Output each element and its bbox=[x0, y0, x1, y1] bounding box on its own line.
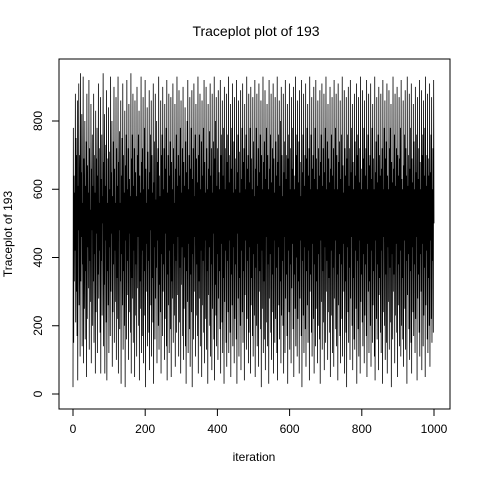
trace-line bbox=[72, 73, 435, 388]
y-tick-label: 400 bbox=[31, 247, 45, 267]
trace-series bbox=[72, 73, 435, 388]
x-tick-label: 0 bbox=[70, 422, 77, 436]
y-axis-label: Traceplot of 193 bbox=[1, 191, 15, 278]
y-tick-label: 200 bbox=[31, 315, 45, 335]
y-tick-label: 800 bbox=[31, 111, 45, 131]
y-axis-ticks: 0 200 400 600 800 bbox=[31, 111, 59, 397]
x-axis-ticks: 0 200 400 600 800 1000 bbox=[70, 409, 448, 436]
x-tick-label: 200 bbox=[135, 422, 155, 436]
x-axis-label: iteration bbox=[233, 450, 276, 464]
x-tick-label: 600 bbox=[280, 422, 300, 436]
x-tick-label: 800 bbox=[352, 422, 372, 436]
x-tick-label: 1000 bbox=[421, 422, 448, 436]
x-tick-label: 400 bbox=[207, 422, 227, 436]
y-tick-label: 0 bbox=[31, 390, 45, 397]
chart-title: Traceplot plot of 193 bbox=[192, 23, 319, 39]
y-tick-label: 600 bbox=[31, 179, 45, 199]
